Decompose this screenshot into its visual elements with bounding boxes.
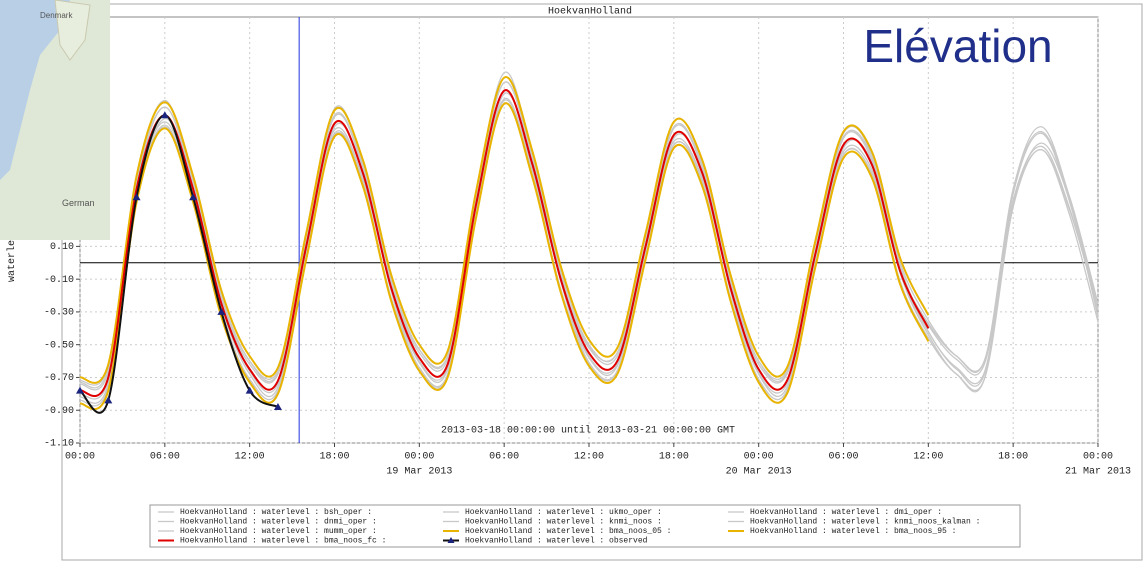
y-tick-label: 0.10 xyxy=(50,242,74,253)
x-tick-label: 00:00 xyxy=(404,452,434,463)
legend-label: HoekvanHolland : waterlevel : bma_noos_0… xyxy=(465,527,671,536)
x-tick-label: 06:00 xyxy=(828,452,858,463)
map-label: German xyxy=(62,198,95,208)
legend-label: HoekvanHolland : waterlevel : ukmo_oper … xyxy=(465,508,662,517)
x-tick-label: 18:00 xyxy=(659,452,689,463)
y-tick-label: -1.10 xyxy=(44,439,74,450)
map-thumbnail: Denmark German xyxy=(0,0,110,240)
legend-label: HoekvanHolland : waterlevel : knmi_noos … xyxy=(465,518,662,527)
legend-label: HoekvanHolland : waterlevel : mumm_oper … xyxy=(180,527,377,536)
x-tick-label: 00:00 xyxy=(744,452,774,463)
x-tick-label: 12:00 xyxy=(235,452,265,463)
y-tick-label: -0.30 xyxy=(44,308,74,319)
y-tick-label: -0.90 xyxy=(44,406,74,417)
legend-label: HoekvanHolland : waterlevel : dnmi_oper … xyxy=(180,518,377,527)
x-tick-label: 18:00 xyxy=(998,452,1028,463)
x-tick-label: 18:00 xyxy=(319,452,349,463)
map-label: Denmark xyxy=(40,11,73,20)
legend-label: HoekvanHolland : waterlevel : dmi_oper : xyxy=(750,508,942,517)
y-tick-label: -0.70 xyxy=(44,373,74,384)
x-tick-label: 00:00 xyxy=(65,452,95,463)
y-tick-label: -0.10 xyxy=(44,275,74,286)
legend-label: HoekvanHolland : waterlevel : bsh_oper : xyxy=(180,508,372,517)
x-tick-label: 06:00 xyxy=(489,452,519,463)
x-date-label: 20 Mar 2013 xyxy=(726,467,792,478)
x-date-label: 21 Mar 2013 xyxy=(1065,467,1131,478)
legend-label: HoekvanHolland : waterlevel : knmi_noos_… xyxy=(750,518,980,527)
x-tick-label: 00:00 xyxy=(1083,452,1113,463)
x-tick-label: 06:00 xyxy=(150,452,180,463)
x-tick-label: 12:00 xyxy=(574,452,604,463)
legend-label: HoekvanHolland : waterlevel : bma_noos_9… xyxy=(750,527,956,536)
plot-background xyxy=(80,17,1098,443)
plot-area: -1.10 -0.90 -0.70 -0.50 -0.30 -0.10 0.10 00:00 0… xyxy=(44,17,1131,478)
x-tick-label: 12:00 xyxy=(913,452,943,463)
x-date-label: 19 Mar 2013 xyxy=(386,467,452,478)
y-tick-label: -0.50 xyxy=(44,340,74,351)
legend-label: HoekvanHolland : waterlevel : observed xyxy=(465,537,648,546)
legend-label: HoekvanHolland : waterlevel : bma_noos_f… xyxy=(180,537,386,546)
annotation: 2013-03-18 00:00:00 until 2013-03-21 00:… xyxy=(441,425,735,437)
chart-title: HoekvanHolland xyxy=(548,6,632,18)
overlay-title: Elévation xyxy=(863,20,1052,72)
chart: -1.10 -0.90 -0.70 -0.50 -0.30 -0.10 0.10 00:00 0… xyxy=(0,0,1147,565)
